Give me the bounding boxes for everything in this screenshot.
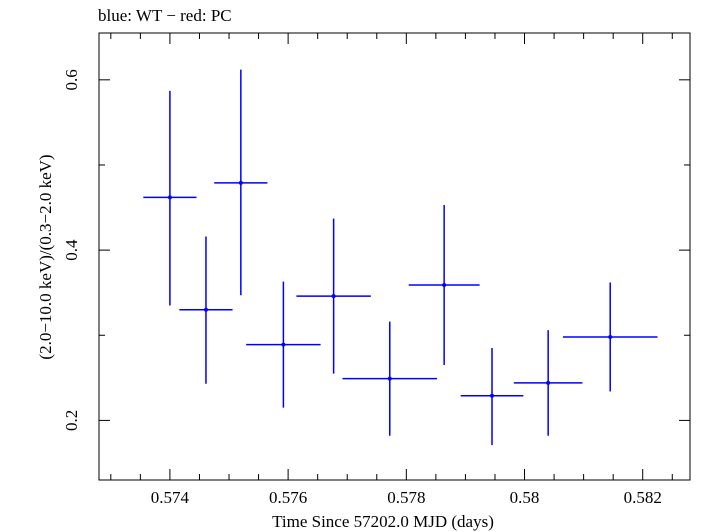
x-tick-label: 0.578 bbox=[387, 488, 425, 507]
data-marker bbox=[442, 283, 447, 288]
data-marker bbox=[238, 180, 243, 185]
x-tick-label: 0.576 bbox=[269, 488, 307, 507]
y-tick-label: 0.6 bbox=[62, 69, 81, 90]
data-marker bbox=[203, 307, 208, 312]
data-point bbox=[562, 282, 658, 392]
data-marker bbox=[387, 376, 392, 381]
data-point bbox=[408, 204, 480, 366]
data-point bbox=[143, 90, 197, 306]
y-tick-label: 0.2 bbox=[62, 410, 81, 431]
x-tick-label: 0.582 bbox=[624, 488, 662, 507]
axes: 0.574 0.576 0.578 0.58 0.582 0.2 0.4 0.6 bbox=[62, 33, 690, 507]
data-point bbox=[246, 281, 321, 408]
data-point bbox=[214, 69, 268, 296]
data-marker bbox=[331, 294, 336, 299]
plot-frame bbox=[98, 32, 691, 481]
chart-title: blue: WT − red: PC bbox=[98, 6, 232, 25]
y-axis-title: (2.0−10.0 keV)/(0.3−2.0 keV) bbox=[36, 154, 55, 359]
x-tick-label: 0.58 bbox=[510, 488, 540, 507]
data-marker bbox=[546, 380, 551, 385]
x-tick-label: 0.574 bbox=[151, 488, 190, 507]
data-point bbox=[513, 330, 583, 436]
data-point bbox=[296, 218, 371, 374]
x-axis-title: Time Since 57202.0 MJD (days) bbox=[272, 512, 494, 531]
data-series bbox=[143, 69, 658, 446]
data-marker bbox=[608, 334, 613, 339]
data-point bbox=[342, 321, 438, 436]
data-marker bbox=[490, 393, 495, 398]
data-marker bbox=[281, 342, 286, 347]
data-point bbox=[460, 348, 524, 446]
data-marker bbox=[167, 195, 172, 200]
y-tick-label: 0.4 bbox=[62, 239, 81, 261]
data-point bbox=[179, 236, 233, 384]
